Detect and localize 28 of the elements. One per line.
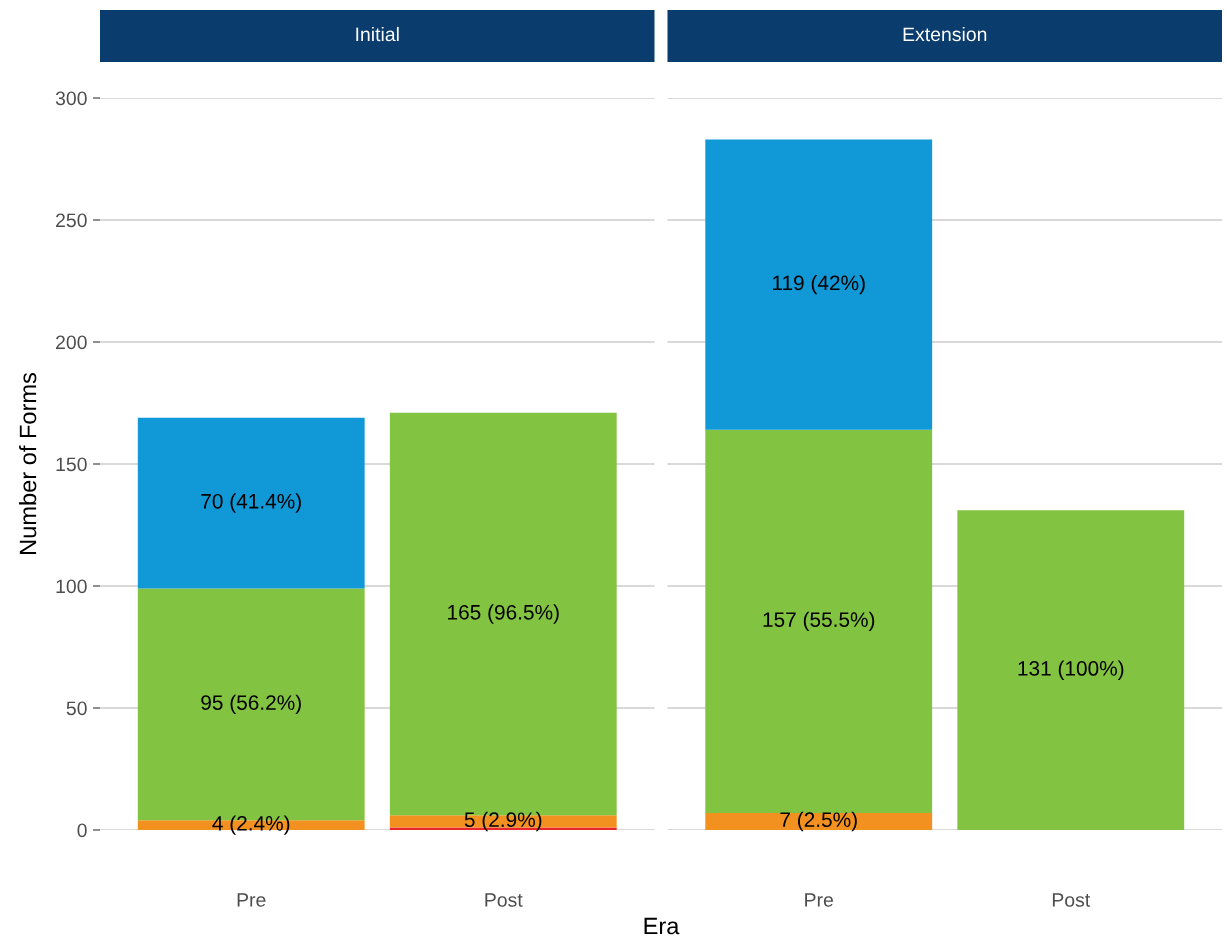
data-label: 119 (42%) — [773, 274, 865, 295]
data-label: 157 (55.5%) — [763, 611, 875, 632]
bar — [957, 510, 1185, 830]
y-tick-label: 0 — [77, 823, 87, 838]
y-tick-label: 150 — [56, 457, 87, 472]
bar — [137, 417, 365, 589]
y-tick-label: 250 — [56, 213, 87, 228]
chart-title: Extension — [903, 26, 987, 42]
y-tick-label: 100 — [56, 579, 87, 594]
x-axis-title: Era — [644, 917, 680, 935]
y-tick-label: 300 — [55, 91, 87, 106]
data-label: 131 (100%) — [1018, 660, 1124, 680]
y-tick-label: 50 — [66, 701, 87, 716]
y-axis-title: Number of Forms — [19, 373, 37, 554]
x-tick-label: Pre — [237, 893, 266, 907]
bar — [705, 139, 933, 430]
data-label: 70 (41.4%) — [201, 493, 301, 513]
data-label: 165 (96.5%) — [448, 604, 559, 624]
bar — [705, 429, 933, 813]
x-tick-label: Post — [1052, 893, 1091, 907]
data-label: 7 (2.5%) — [780, 811, 857, 832]
x-tick-label: Post — [485, 893, 523, 907]
y-tick-label: 200 — [56, 335, 87, 350]
data-label: 95 (56.2%) — [201, 694, 301, 715]
bar — [705, 812, 933, 830]
x-tick-label: Pre — [805, 893, 833, 907]
chart-title: Initial — [356, 26, 399, 42]
data-label: 5 (2.9%) — [464, 811, 542, 832]
